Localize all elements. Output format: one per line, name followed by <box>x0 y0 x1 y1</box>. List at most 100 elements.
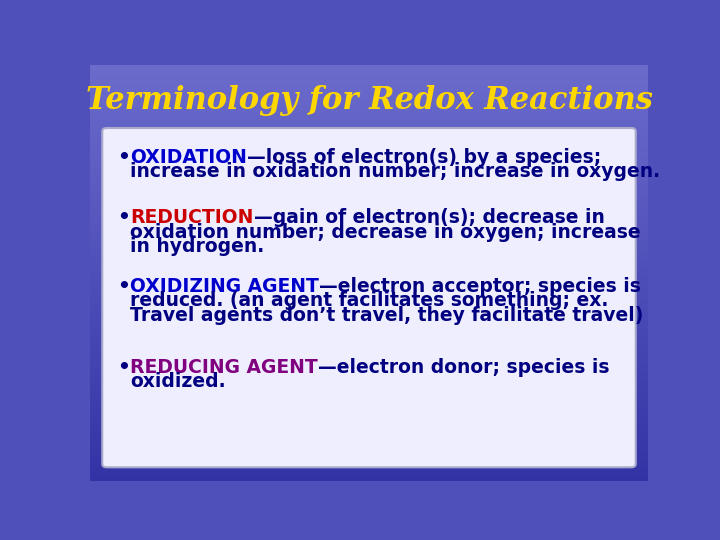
Text: —electron acceptor; species is: —electron acceptor; species is <box>319 277 641 296</box>
Bar <box>90 171 648 173</box>
Bar <box>90 474 648 476</box>
Bar <box>90 133 648 136</box>
Bar <box>90 271 648 273</box>
Bar <box>90 221 648 223</box>
Bar <box>90 273 648 275</box>
Bar <box>90 127 648 129</box>
Text: —gain of electron(s); decrease in: —gain of electron(s); decrease in <box>253 208 604 227</box>
Bar <box>90 385 648 387</box>
Bar <box>90 292 648 294</box>
Text: Travel agents don’t travel, they facilitate travel): Travel agents don’t travel, they facilit… <box>130 306 644 325</box>
Bar <box>90 106 648 109</box>
Bar <box>90 175 648 177</box>
Bar <box>90 412 648 414</box>
Bar <box>90 375 648 377</box>
Bar <box>90 229 648 231</box>
Text: OXIDIZING AGENT: OXIDIZING AGENT <box>130 277 319 296</box>
Bar <box>90 138 648 140</box>
Bar <box>90 254 648 256</box>
Bar <box>90 441 648 443</box>
Bar <box>90 131 648 133</box>
Bar <box>90 339 648 341</box>
Text: OXIDATION: OXIDATION <box>130 148 247 167</box>
Bar <box>90 238 648 239</box>
Bar <box>90 281 648 283</box>
Bar <box>90 102 648 104</box>
Bar <box>90 279 648 281</box>
Bar <box>90 173 648 175</box>
Bar <box>90 210 648 212</box>
Bar <box>90 71 648 73</box>
Bar <box>90 420 648 422</box>
Bar <box>90 183 648 185</box>
Bar <box>90 354 648 356</box>
Bar <box>90 123 648 125</box>
Bar <box>90 316 648 319</box>
Bar <box>90 113 648 114</box>
Text: increase in oxidation number; increase in oxygen.: increase in oxidation number; increase i… <box>130 163 660 181</box>
Bar <box>90 395 648 397</box>
Bar <box>90 462 648 464</box>
Bar <box>90 406 648 408</box>
Bar <box>90 358 648 360</box>
Bar <box>90 266 648 268</box>
Bar <box>90 75 648 77</box>
Bar <box>90 94 648 96</box>
Bar <box>90 192 648 194</box>
Bar <box>90 300 648 302</box>
Bar <box>90 360 648 362</box>
Bar <box>90 277 648 279</box>
Bar <box>90 429 648 431</box>
Bar <box>90 400 648 402</box>
Text: Terminology for Redox Reactions: Terminology for Redox Reactions <box>86 85 652 116</box>
Bar <box>90 418 648 420</box>
Bar <box>90 337 648 339</box>
Bar <box>90 283 648 285</box>
Bar <box>90 98 648 100</box>
Bar <box>90 456 648 458</box>
Bar <box>90 364 648 366</box>
Bar <box>90 154 648 156</box>
Bar <box>90 252 648 254</box>
Bar <box>90 223 648 225</box>
Bar <box>90 306 648 308</box>
Bar <box>90 160 648 163</box>
Bar <box>90 302 648 304</box>
Bar <box>90 181 648 183</box>
Bar <box>90 472 648 474</box>
Bar <box>90 287 648 289</box>
Bar <box>90 312 648 314</box>
Text: REDUCTION: REDUCTION <box>130 208 253 227</box>
Bar <box>90 379 648 381</box>
Bar <box>90 77 648 79</box>
Bar <box>90 295 648 298</box>
Bar <box>90 416 648 418</box>
Bar <box>90 308 648 310</box>
Bar <box>90 256 648 258</box>
Bar <box>90 377 648 379</box>
Bar <box>90 85 648 87</box>
Bar <box>90 179 648 181</box>
Bar <box>90 414 648 416</box>
Bar <box>90 144 648 146</box>
Bar <box>90 314 648 316</box>
Bar <box>90 231 648 233</box>
Bar <box>90 200 648 202</box>
Bar <box>90 329 648 331</box>
Bar <box>90 208 648 210</box>
Bar <box>90 152 648 154</box>
Bar <box>90 235 648 238</box>
Bar <box>90 140 648 141</box>
Bar <box>90 373 648 375</box>
Text: •: • <box>117 208 130 227</box>
Bar <box>90 262 648 265</box>
Bar <box>90 437 648 439</box>
Bar <box>90 244 648 246</box>
Bar <box>90 410 648 412</box>
Bar <box>90 260 648 262</box>
Bar <box>90 294 648 295</box>
Bar <box>90 356 648 358</box>
Bar <box>90 214 648 217</box>
Bar <box>90 460 648 462</box>
Bar <box>90 129 648 131</box>
